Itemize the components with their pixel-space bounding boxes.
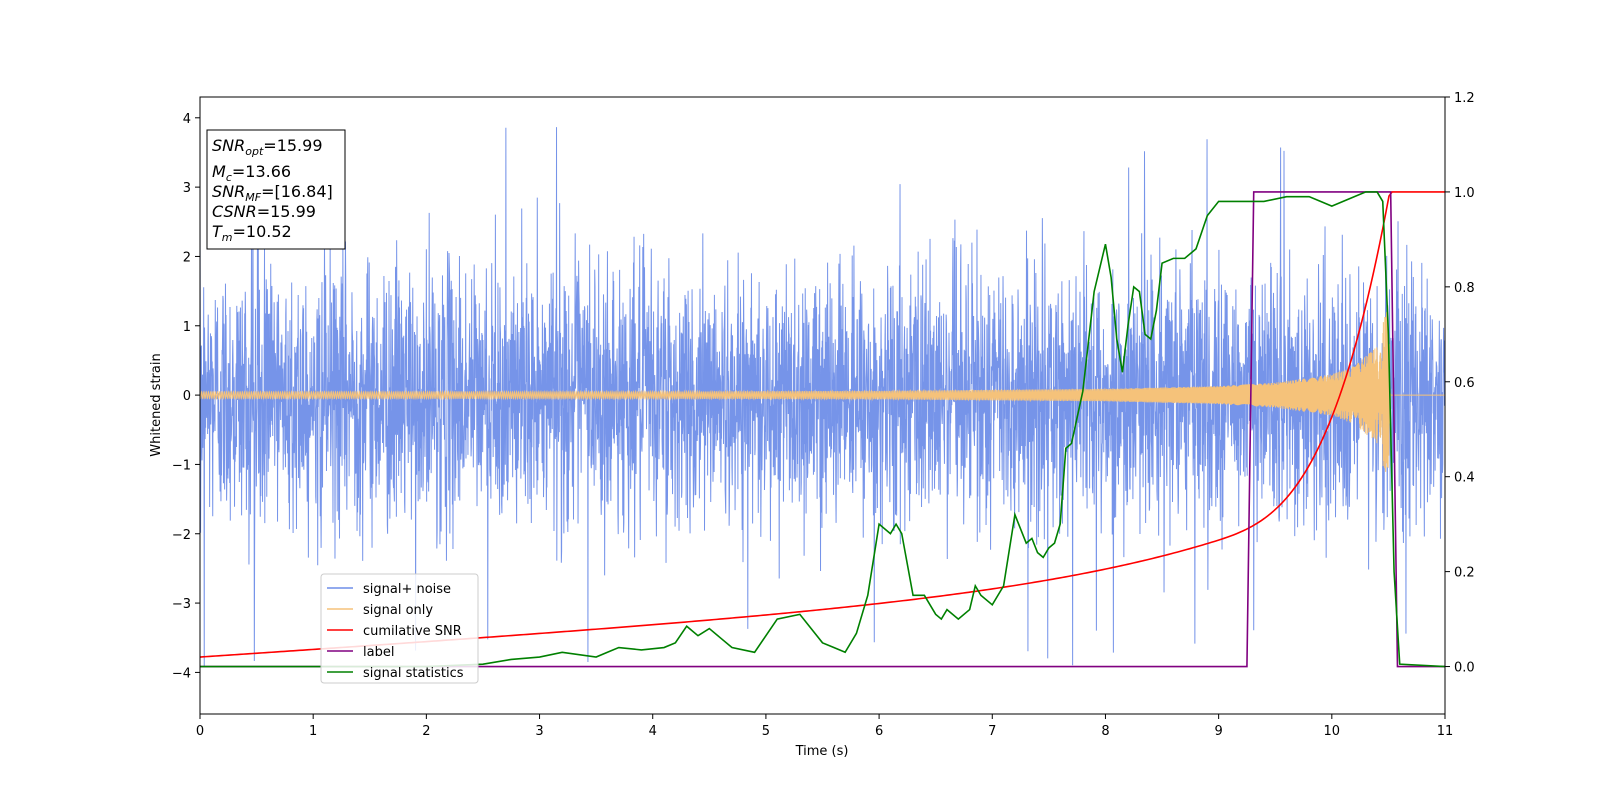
legend-label: label: [363, 645, 394, 660]
legend-label: signal only: [363, 603, 433, 618]
y-axis-left: 4 3 2 1 0 −1 −2 −3 −4: [172, 112, 200, 681]
series-signal-noise-line: [200, 127, 1445, 668]
series-signal-statistics-line: [200, 191, 1445, 668]
stats-snr-mf: SNRMF=[16.84]: [212, 182, 333, 204]
x-tick-label: 11: [1437, 724, 1454, 739]
x-tick-label: 7: [988, 724, 996, 739]
y-tick-label: 3: [183, 181, 191, 196]
x-tick-label: 5: [762, 724, 770, 739]
series-label-line: [200, 191, 1445, 668]
y2-tick-label: 0.6: [1454, 376, 1475, 391]
stats-box: SNRopt=15.99 Mc=13.66 SNRMF=[16.84] CSNR…: [206, 129, 346, 250]
stats-snr-opt: SNRopt=15.99: [212, 136, 323, 158]
y2-tick-label: 1.2: [1454, 91, 1475, 106]
x-tick-label: 9: [1214, 724, 1222, 739]
series-signal-only-line: [200, 305, 1445, 472]
y-tick-label: −3: [172, 597, 191, 612]
y-axis-right: 1.2 1.0 0.8 0.6 0.4 0.2 0.0: [1445, 91, 1475, 676]
legend-frame: [320, 573, 479, 684]
x-tick-label: 1: [309, 724, 317, 739]
y2-tick-label: 0.4: [1454, 471, 1475, 486]
x-tick-label: 6: [875, 724, 883, 739]
y2-tick-label: 0.8: [1454, 281, 1475, 296]
y-tick-label: −1: [172, 458, 191, 473]
x-axis: 0 1 2 3 4 5 6 7 8 9 10 11: [196, 714, 1453, 739]
y2-tick-label: 0.0: [1454, 661, 1475, 676]
y-tick-label: 4: [183, 112, 191, 127]
y-tick-label: 1: [183, 320, 191, 335]
stats-mc: Mc=13.66: [212, 162, 291, 184]
legend-label: cumilative SNR: [363, 624, 462, 639]
plot-frame: [199, 96, 1446, 715]
x-axis-label: Time (s): [795, 744, 849, 759]
x-tick-label: 10: [1324, 724, 1341, 739]
x-tick-label: 3: [535, 724, 543, 739]
y2-tick-label: 1.0: [1454, 186, 1475, 201]
x-tick-label: 8: [1101, 724, 1109, 739]
legend: signal+ noise signal only cumilative SNR la…: [320, 573, 479, 684]
y-tick-label: 2: [183, 250, 191, 265]
x-tick-label: 4: [649, 724, 657, 739]
x-tick-label: 0: [196, 724, 204, 739]
y-tick-label: 0: [183, 389, 191, 404]
y2-tick-label: 0.2: [1454, 566, 1475, 581]
stats-box-frame: [206, 129, 346, 250]
legend-label: signal statistics: [363, 666, 464, 681]
stats-csnr: CSNR=15.99: [212, 202, 316, 221]
x-tick-label: 2: [422, 724, 430, 739]
y-tick-label: −4: [172, 666, 191, 681]
y-tick-label: −2: [172, 528, 191, 543]
y-axis-label: Whitened strain: [149, 353, 164, 456]
stats-tm: Tm=10.52: [212, 222, 292, 244]
legend-label: signal+ noise: [363, 582, 451, 597]
